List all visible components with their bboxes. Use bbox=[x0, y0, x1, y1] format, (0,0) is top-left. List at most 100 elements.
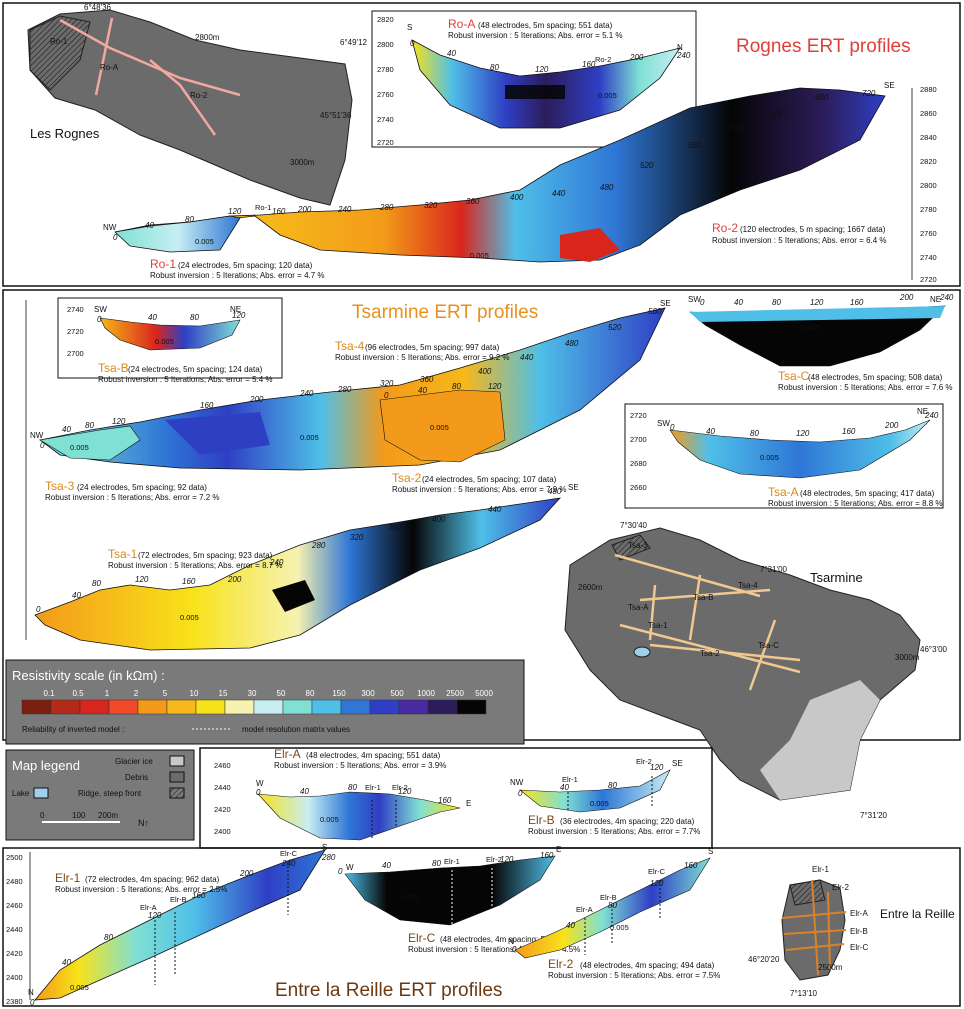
profile-elr2-contour: 0.005 bbox=[610, 923, 629, 932]
profile-tsa4-dist: 200 bbox=[249, 395, 264, 404]
profile-tsaB-ytick: 2740 bbox=[67, 305, 84, 314]
profile-elrC-right: E bbox=[556, 845, 561, 854]
reille-map-label: Elr-C bbox=[850, 943, 868, 952]
profile-elrC-inv: Robust inversion : 5 Iterations; Abs. er… bbox=[408, 945, 580, 954]
profile-tsa1-contour: 0.005 bbox=[180, 613, 199, 622]
profile-elrA-left: W bbox=[256, 779, 264, 788]
tsarmine-map-name: Tsarmine bbox=[810, 570, 863, 585]
profile-tsa4: Tsa-4 (96 electrodes, 5m spacing; 997 da… bbox=[39, 299, 671, 471]
resistivity-color-cell bbox=[369, 699, 400, 715]
profile-tsa1-dist: 360 bbox=[388, 523, 402, 532]
resistivity-value-label: 30 bbox=[248, 689, 257, 698]
profile-tsa2-dist: 120 bbox=[488, 382, 502, 391]
resistivity-value-label: 300 bbox=[361, 689, 375, 698]
profile-tsaA-right: NE bbox=[917, 407, 928, 416]
profile-elr2-section bbox=[514, 857, 711, 959]
profile-tsa2-inv: Robust inversion : 5 Iterations; Abs. er… bbox=[392, 485, 567, 494]
profile-elr1-ytick: 2400 bbox=[6, 973, 23, 982]
profile-tsaB-section bbox=[99, 317, 241, 351]
tsarmine-map-line-tsa2 bbox=[649, 643, 801, 662]
profile-elr1-dist: 0 bbox=[30, 998, 35, 1007]
profile-tsa3-dist: 40 bbox=[62, 425, 71, 434]
profile-elrB-dist: 120 bbox=[650, 763, 664, 772]
resistivity-value-label: 150 bbox=[332, 689, 346, 698]
rognes-line-ro1 bbox=[59, 18, 241, 97]
tsarmine-map-label: Tsa-2 bbox=[700, 649, 720, 658]
profile-tsa3: Tsa-3 (24 electrodes, 5m spacing; 92 dat… bbox=[30, 417, 220, 502]
profile-tsaB-contour: 0.005 bbox=[155, 337, 174, 346]
tsarmine-map-lake bbox=[633, 646, 651, 658]
profile-tsaA-dist: 120 bbox=[796, 429, 810, 438]
profile-roA-ytick: 2720 bbox=[377, 138, 394, 147]
map-legend-ridge-label: Ridge, steep front bbox=[78, 789, 142, 798]
profile-elr1: Elr-1 (72 electrodes, 4m spacing; 962 da… bbox=[6, 843, 336, 1007]
profile-elr1-dist: 240 bbox=[281, 859, 296, 868]
profile-ro1-left: NW bbox=[103, 223, 117, 232]
profile-elr1-ytick: 2500 bbox=[6, 853, 23, 862]
profile-tsa1-anomaly bbox=[272, 580, 315, 612]
profile-tsa3-inv: Robust inversion : 5 Iterations; Abs. er… bbox=[45, 493, 220, 502]
profile-elr2-dist: 160 bbox=[684, 861, 698, 870]
profile-elr2-desc: (48 electrodes, 4m spacing; 494 data) bbox=[580, 961, 715, 970]
map-legend-scale-200: 200m bbox=[98, 811, 118, 820]
tsarmine-map-line-tsaB bbox=[688, 574, 702, 641]
resistivity-color-cell bbox=[427, 699, 458, 715]
profile-roA-ytick: 2780 bbox=[377, 65, 394, 74]
profile-elr1-dist: 40 bbox=[62, 958, 71, 967]
profile-tsa2-dist: 80 bbox=[452, 382, 461, 391]
profile-tsaA-dist: 40 bbox=[706, 427, 715, 436]
resistivity-value-label: 1 bbox=[105, 689, 110, 698]
profile-tsa1-dist: 160 bbox=[182, 577, 196, 586]
profile-ro2-ytick: 2860 bbox=[920, 109, 937, 118]
rognes-frame bbox=[2, 2, 961, 287]
profile-tsaA-section bbox=[669, 419, 931, 479]
tsarmine-map-area bbox=[564, 527, 921, 801]
profile-roA-right: N bbox=[677, 43, 683, 52]
resistivity-color-cell bbox=[282, 699, 313, 715]
profile-tsaA: Tsa-A (48 electrodes, 5m spacing; 417 da… bbox=[624, 403, 944, 509]
profile-tsa2-dist: 0 bbox=[384, 391, 389, 400]
profile-tsaB-dist: 40 bbox=[148, 313, 157, 322]
profile-elr2-mark: Elr-A bbox=[576, 905, 593, 914]
map-legend: Map legend Glacier ice Debris Lake Ridge… bbox=[5, 749, 195, 841]
profile-tsaA-ytick: 2680 bbox=[630, 459, 647, 468]
profile-tsa4-anomaly bbox=[165, 412, 270, 455]
map-legend-debris-swatch bbox=[169, 771, 185, 783]
profile-roA-left: S bbox=[407, 23, 412, 32]
resistivity-value-label: 15 bbox=[219, 689, 228, 698]
resistivity-value-label: 5000 bbox=[475, 689, 493, 698]
map-legend-ridge-swatch bbox=[169, 787, 185, 799]
map-legend-north-arrow: N↑ bbox=[138, 818, 149, 828]
profile-tsaB-dist: 80 bbox=[190, 313, 199, 322]
profile-tsaC-surface bbox=[690, 306, 945, 322]
profile-elrA-mark: Elr-1 bbox=[365, 783, 381, 792]
resistivity-value-label: 500 bbox=[390, 689, 404, 698]
profile-tsa1: Tsa-1 (72 electrodes, 5m spacing; 923 da… bbox=[34, 483, 579, 651]
resistivity-color-cell bbox=[224, 699, 255, 715]
profile-roA: Ro-A (48 electrodes, 5m spacing; 551 dat… bbox=[371, 10, 697, 148]
profile-tsa1-dist: 80 bbox=[92, 579, 101, 588]
profile-elrB-inv: Robust inversion : 5 Iterations; Abs. er… bbox=[528, 827, 700, 836]
profile-ro2-dist: 280 bbox=[379, 203, 394, 212]
resistivity-color-cell bbox=[79, 699, 110, 715]
profile-tsaA-ytick: 2720 bbox=[630, 411, 647, 420]
reille-map-ridge bbox=[789, 879, 826, 906]
profile-elr2-mark: Elr-B bbox=[600, 893, 617, 902]
profile-roA-ytick: 2820 bbox=[377, 15, 394, 24]
profile-tsa1-inv: Robust inversion : 5 Iterations; Abs. er… bbox=[108, 561, 283, 570]
profile-elrA-inv: Robust inversion : 5 Iterations; Abs. er… bbox=[274, 761, 446, 770]
tsarmine-map-line-tsaC bbox=[748, 619, 777, 691]
tsarmine-map-label: Tsa-1 bbox=[648, 621, 668, 630]
profile-tsa1-dist: 0 bbox=[36, 605, 41, 614]
map-legend-scale-100: 100 bbox=[72, 811, 86, 820]
profile-tsa1-desc: (72 electrodes, 5m spacing; 923 data) bbox=[138, 551, 273, 560]
profile-ro1-desc: (24 electrodes, 5m spacing; 120 data) bbox=[178, 261, 313, 270]
reille-frame bbox=[2, 847, 961, 1007]
profile-elrA-dist: 40 bbox=[300, 787, 309, 796]
profile-roA-dist: 240 bbox=[676, 51, 691, 60]
map-legend-glacier-label: Glacier ice bbox=[115, 757, 153, 766]
map-legend-lake-swatch bbox=[33, 787, 49, 799]
profile-elr1-dist: 120 bbox=[148, 911, 162, 920]
profile-ro2-mark: Ro-1 bbox=[255, 203, 271, 212]
profile-tsa4-right: SE bbox=[660, 299, 671, 308]
